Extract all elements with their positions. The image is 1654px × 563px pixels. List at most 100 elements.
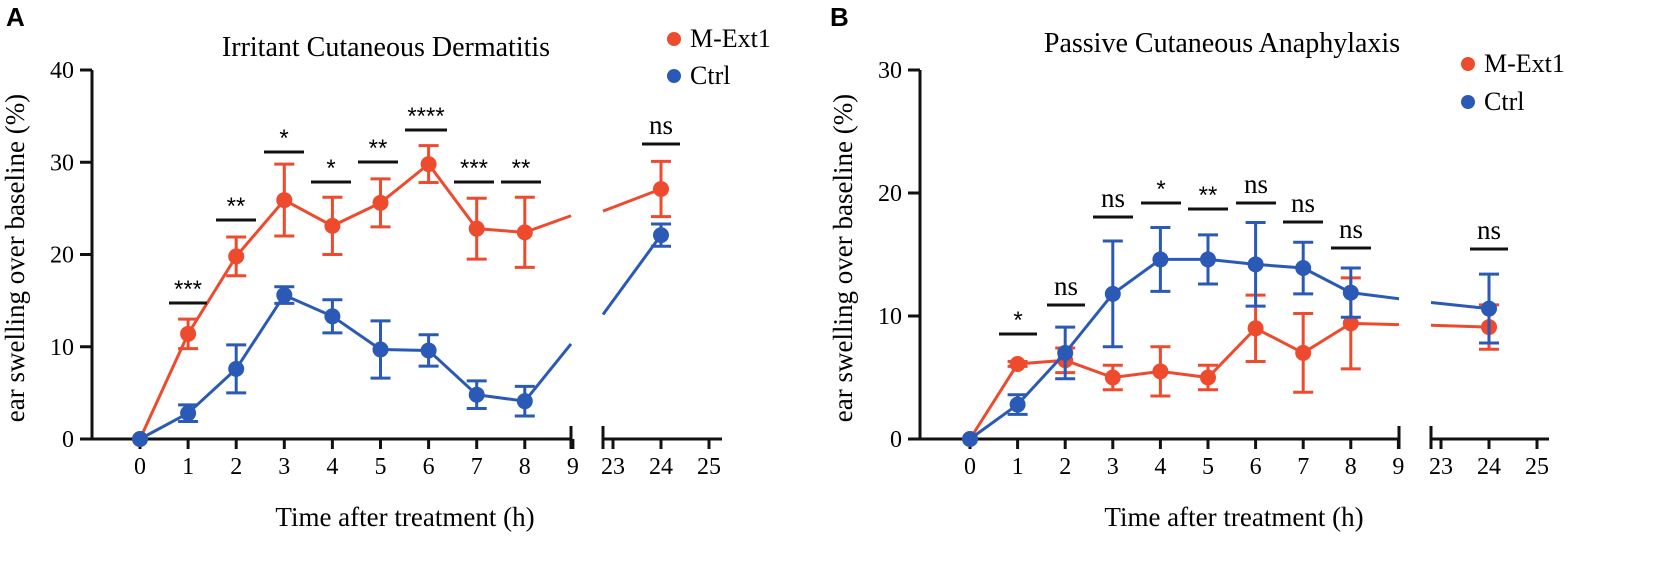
data-point xyxy=(1200,251,1216,268)
x-tick-label: 8 xyxy=(519,454,531,480)
data-point xyxy=(1481,300,1497,317)
data-point xyxy=(420,156,437,173)
x-tick-label: 4 xyxy=(326,454,338,480)
series-line-segment xyxy=(601,234,663,316)
data-point xyxy=(468,386,485,403)
x-tick-label: 25 xyxy=(697,454,721,480)
x-tick-label: 0 xyxy=(964,454,976,480)
data-point xyxy=(132,431,148,447)
significance-label: ns xyxy=(1291,188,1315,218)
data-point xyxy=(1342,315,1359,332)
x-tick-label: 23 xyxy=(601,454,625,480)
significance-label: ** xyxy=(1199,182,1218,209)
series-line-segment xyxy=(1430,300,1490,311)
data-point xyxy=(962,431,978,447)
y-tick-label: 40 xyxy=(50,58,74,84)
data-point xyxy=(1342,284,1359,301)
data-point xyxy=(1104,369,1121,386)
x-tick-label: 2 xyxy=(230,454,242,480)
y-tick-label: 0 xyxy=(890,427,902,453)
data-point xyxy=(468,220,485,237)
data-point xyxy=(276,287,293,304)
legend-label: M-Ext1 xyxy=(1484,49,1565,78)
x-tick-label: 24 xyxy=(1477,454,1501,480)
y-tick-label: 0 xyxy=(62,427,74,453)
chart-title: Passive Cutaneous Anaphylaxis xyxy=(1044,28,1400,59)
significance-label: ** xyxy=(227,193,246,220)
y-tick-label: 30 xyxy=(878,58,902,84)
legend-label: Ctrl xyxy=(1484,87,1524,116)
data-point xyxy=(1295,344,1312,361)
significance-label: ns xyxy=(1244,169,1268,199)
significance-label: ns xyxy=(1101,183,1125,213)
data-point xyxy=(228,360,245,377)
series-line-segment xyxy=(1350,321,1400,327)
series-line-segment xyxy=(1430,323,1490,329)
x-tick-label: 1 xyxy=(1012,454,1024,480)
data-point xyxy=(180,405,197,422)
data-point xyxy=(516,393,533,410)
x-tick-label: 0 xyxy=(134,454,146,480)
significance-label: ns xyxy=(1339,214,1363,244)
data-point xyxy=(1247,320,1264,337)
y-axis-label: ear swelling over baseline (%) xyxy=(828,94,858,422)
x-axis-label: Time after treatment (h) xyxy=(1104,502,1363,532)
chart-title: Irritant Cutaneous Dermatitis xyxy=(222,32,550,63)
data-point xyxy=(228,248,245,265)
x-tick-label: 4 xyxy=(1154,454,1166,480)
significance-label: ** xyxy=(369,135,388,162)
data-point xyxy=(1009,355,1026,372)
data-point xyxy=(516,224,533,241)
x-tick-label: 9 xyxy=(1392,454,1404,480)
data-point xyxy=(324,217,341,234)
y-axis-label: ear swelling over baseline (%) xyxy=(0,94,30,422)
x-tick-label: 8 xyxy=(1345,454,1357,480)
x-tick-label: 24 xyxy=(649,454,673,480)
series-line-segment xyxy=(524,214,572,234)
x-tick-label: 6 xyxy=(423,454,435,480)
significance-label: * xyxy=(279,125,288,152)
data-point xyxy=(1200,369,1216,386)
series-line-segment xyxy=(1350,291,1400,301)
y-tick-label: 20 xyxy=(50,243,74,269)
significance-label: ** xyxy=(512,155,531,182)
x-tick-label: 1 xyxy=(182,454,194,480)
data-point xyxy=(276,192,293,209)
significance-label: ns xyxy=(649,110,673,140)
data-point xyxy=(372,194,389,211)
legend-marker xyxy=(1461,57,1475,71)
y-tick-label: 30 xyxy=(50,150,74,176)
series-m-ext1 xyxy=(132,144,671,447)
x-axis-label: Time after treatment (h) xyxy=(275,502,534,532)
y-tick-label: 10 xyxy=(878,304,902,330)
data-point xyxy=(372,341,389,358)
significance-label: *** xyxy=(174,276,202,303)
x-tick-label: 2 xyxy=(1059,454,1071,480)
data-point xyxy=(1104,285,1121,302)
significance-label: *** xyxy=(460,155,488,182)
x-tick-label: 3 xyxy=(278,454,290,480)
x-tick-label: 9 xyxy=(567,454,579,480)
series-ctrl xyxy=(962,221,1499,447)
significance-label: **** xyxy=(407,103,444,130)
data-point xyxy=(653,227,669,244)
data-point xyxy=(324,308,341,325)
x-tick-label: 23 xyxy=(1429,454,1453,480)
data-point xyxy=(653,181,669,198)
significance-label: * xyxy=(326,155,335,182)
panel-letter: A xyxy=(6,2,25,32)
data-point xyxy=(1152,251,1169,268)
significance-label: ns xyxy=(1054,271,1078,301)
panel-letter: B xyxy=(830,2,849,32)
x-tick-label: 5 xyxy=(375,454,387,480)
data-point xyxy=(180,325,197,342)
legend-label: Ctrl xyxy=(690,61,730,90)
data-point xyxy=(1295,260,1312,277)
legend-marker xyxy=(667,69,681,83)
x-tick-label: 3 xyxy=(1107,454,1119,480)
x-tick-label: 25 xyxy=(1525,454,1549,480)
data-point xyxy=(1247,256,1264,273)
series-m-ext1 xyxy=(962,276,1499,447)
